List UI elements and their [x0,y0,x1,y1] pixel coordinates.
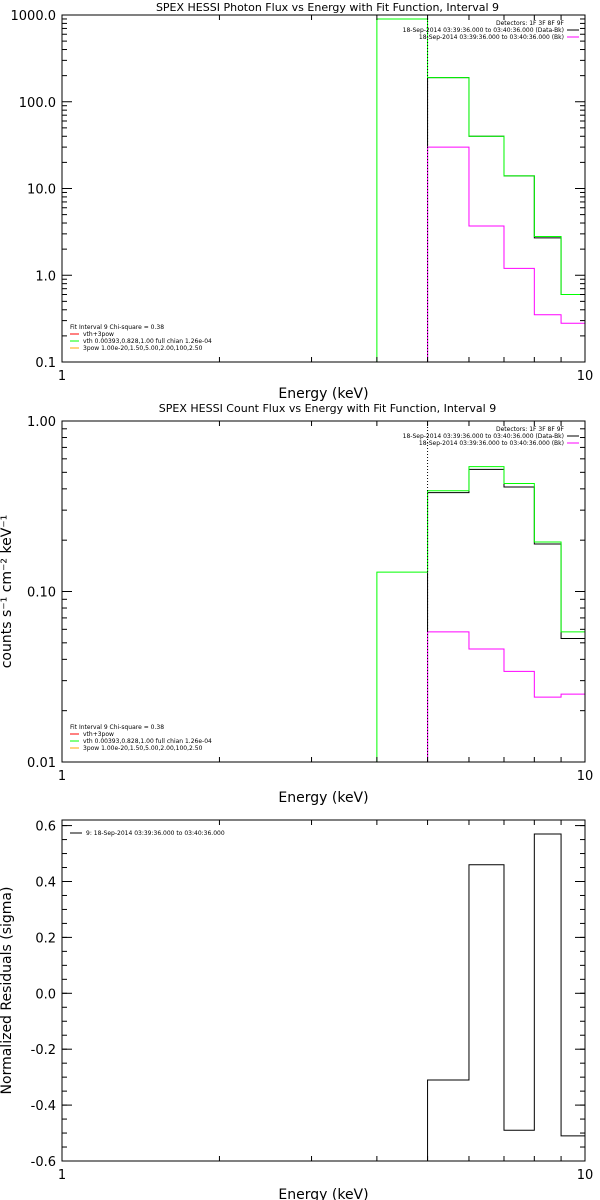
chart-title: SPEX HESSI Count Flux vs Energy with Fit… [159,402,496,415]
y-tick-label: 0.6 [35,820,56,835]
plot-frame [61,819,586,1162]
legend-entry-label: 18-Sep-2014 03:39:36.000 to 03:40:36.000… [419,34,564,41]
chart-resid: 1 10 Energy (keV) -0.6 -0.4 -0.2 0.0 0.2 0.4 0.6 N… [0,819,594,1200]
chart-count: SPEX HESSI Count Flux vs Energy with Fit… [0,402,593,806]
legend-entry-label: 18-Sep-2014 03:39:36.000 to 03:40:36.000… [403,27,564,34]
y-tick-label: -0.2 [31,1043,56,1058]
y-tick-label: 0.01 [27,756,56,771]
x-axis-label: Energy (keV) [278,386,368,402]
series-line-0 [427,833,585,1161]
y-tick-label: 0.4 [35,875,56,890]
legend-header: Detectors: 1F 3F 8F 9F [496,426,565,433]
y-tick-label: -0.6 [31,1155,56,1170]
y-axis-label: Normalized Residuals (sigma) [0,887,15,1095]
plot-frame [61,420,586,763]
y-tick-label: 1.0 [35,269,56,284]
fit-legend-entry-label: vth+3pow [83,331,114,338]
series-line-1 [376,466,585,762]
x-tick-label: 10 [577,369,594,384]
series-line-0 [427,468,585,762]
plot-frame [61,14,586,363]
chart-photon: SPEX HESSI Photon Flux vs Energy with Fi… [11,1,594,402]
fit-legend-entry-label: 3pow 1.00e-20,1.50,5.00,2.00,100,2.50 [83,745,203,752]
series-line-2 [427,146,585,362]
fit-legend: Fit Interval 9 Chi-square = 0.38vth+3pow… [70,324,212,352]
y-tick-label: 0.10 [27,586,56,601]
x-tick-label: 1 [58,769,66,784]
chart-title: SPEX HESSI Photon Flux vs Energy with Fi… [156,1,499,14]
legend-entry-label: 9: 18-Sep-2014 03:39:36.000 to 03:40:36.… [86,830,225,837]
legend-entry-label: 18-Sep-2014 03:39:36.000 to 03:40:36.000… [403,433,564,440]
fit-legend: Fit Interval 9 Chi-square = 0.38vth+3pow… [70,724,212,752]
plot-area [376,15,585,362]
x-tick-label: 1 [58,369,66,384]
x-tick-label: 10 [577,769,594,784]
x-axis-label: Energy (keV) [278,790,368,806]
x-axis-label: Energy (keV) [278,1187,368,1200]
legend: 9: 18-Sep-2014 03:39:36.000 to 03:40:36.… [70,830,225,837]
y-tick-label: 0.0 [35,987,56,1002]
y-tick-label: 1000.0 [11,9,57,24]
y-tick-label: 100.0 [19,96,56,111]
y-tick-label: 0.2 [35,931,56,946]
series-line-2 [427,631,585,762]
x-tick-label: 1 [58,1168,66,1183]
fit-legend-header: Fit Interval 9 Chi-square = 0.38 [70,724,164,731]
y-tick-label: 10.0 [27,183,56,198]
legend-header: Detectors: 1F 3F 8F 9F [496,20,565,27]
plot-area [376,421,585,762]
legend-entry-label: 18-Sep-2014 03:39:36.000 to 03:40:36.000… [419,440,564,447]
plot-area [427,833,585,1161]
fit-legend-entry-label: 3pow 1.00e-20,1.50,5.00,2.00,100,2.50 [83,345,203,352]
fit-legend-entry-label: vth 0.00393,0.828,1.00 full chian 1.26e-… [83,738,212,745]
fit-legend-header: Fit Interval 9 Chi-square = 0.38 [70,324,164,331]
y-tick-label: 0.1 [35,356,56,371]
x-tick-label: 10 [577,1168,594,1183]
fit-legend-entry-label: vth+3pow [83,731,114,738]
series-line-1 [376,18,585,362]
y-tick-label: 1.00 [27,415,56,430]
y-tick-label: -0.4 [31,1099,56,1114]
fit-legend-entry-label: vth 0.00393,0.828,1.00 full chian 1.26e-… [83,338,212,345]
y-axis-label: counts s⁻¹ cm⁻² keV⁻¹ [0,515,15,669]
